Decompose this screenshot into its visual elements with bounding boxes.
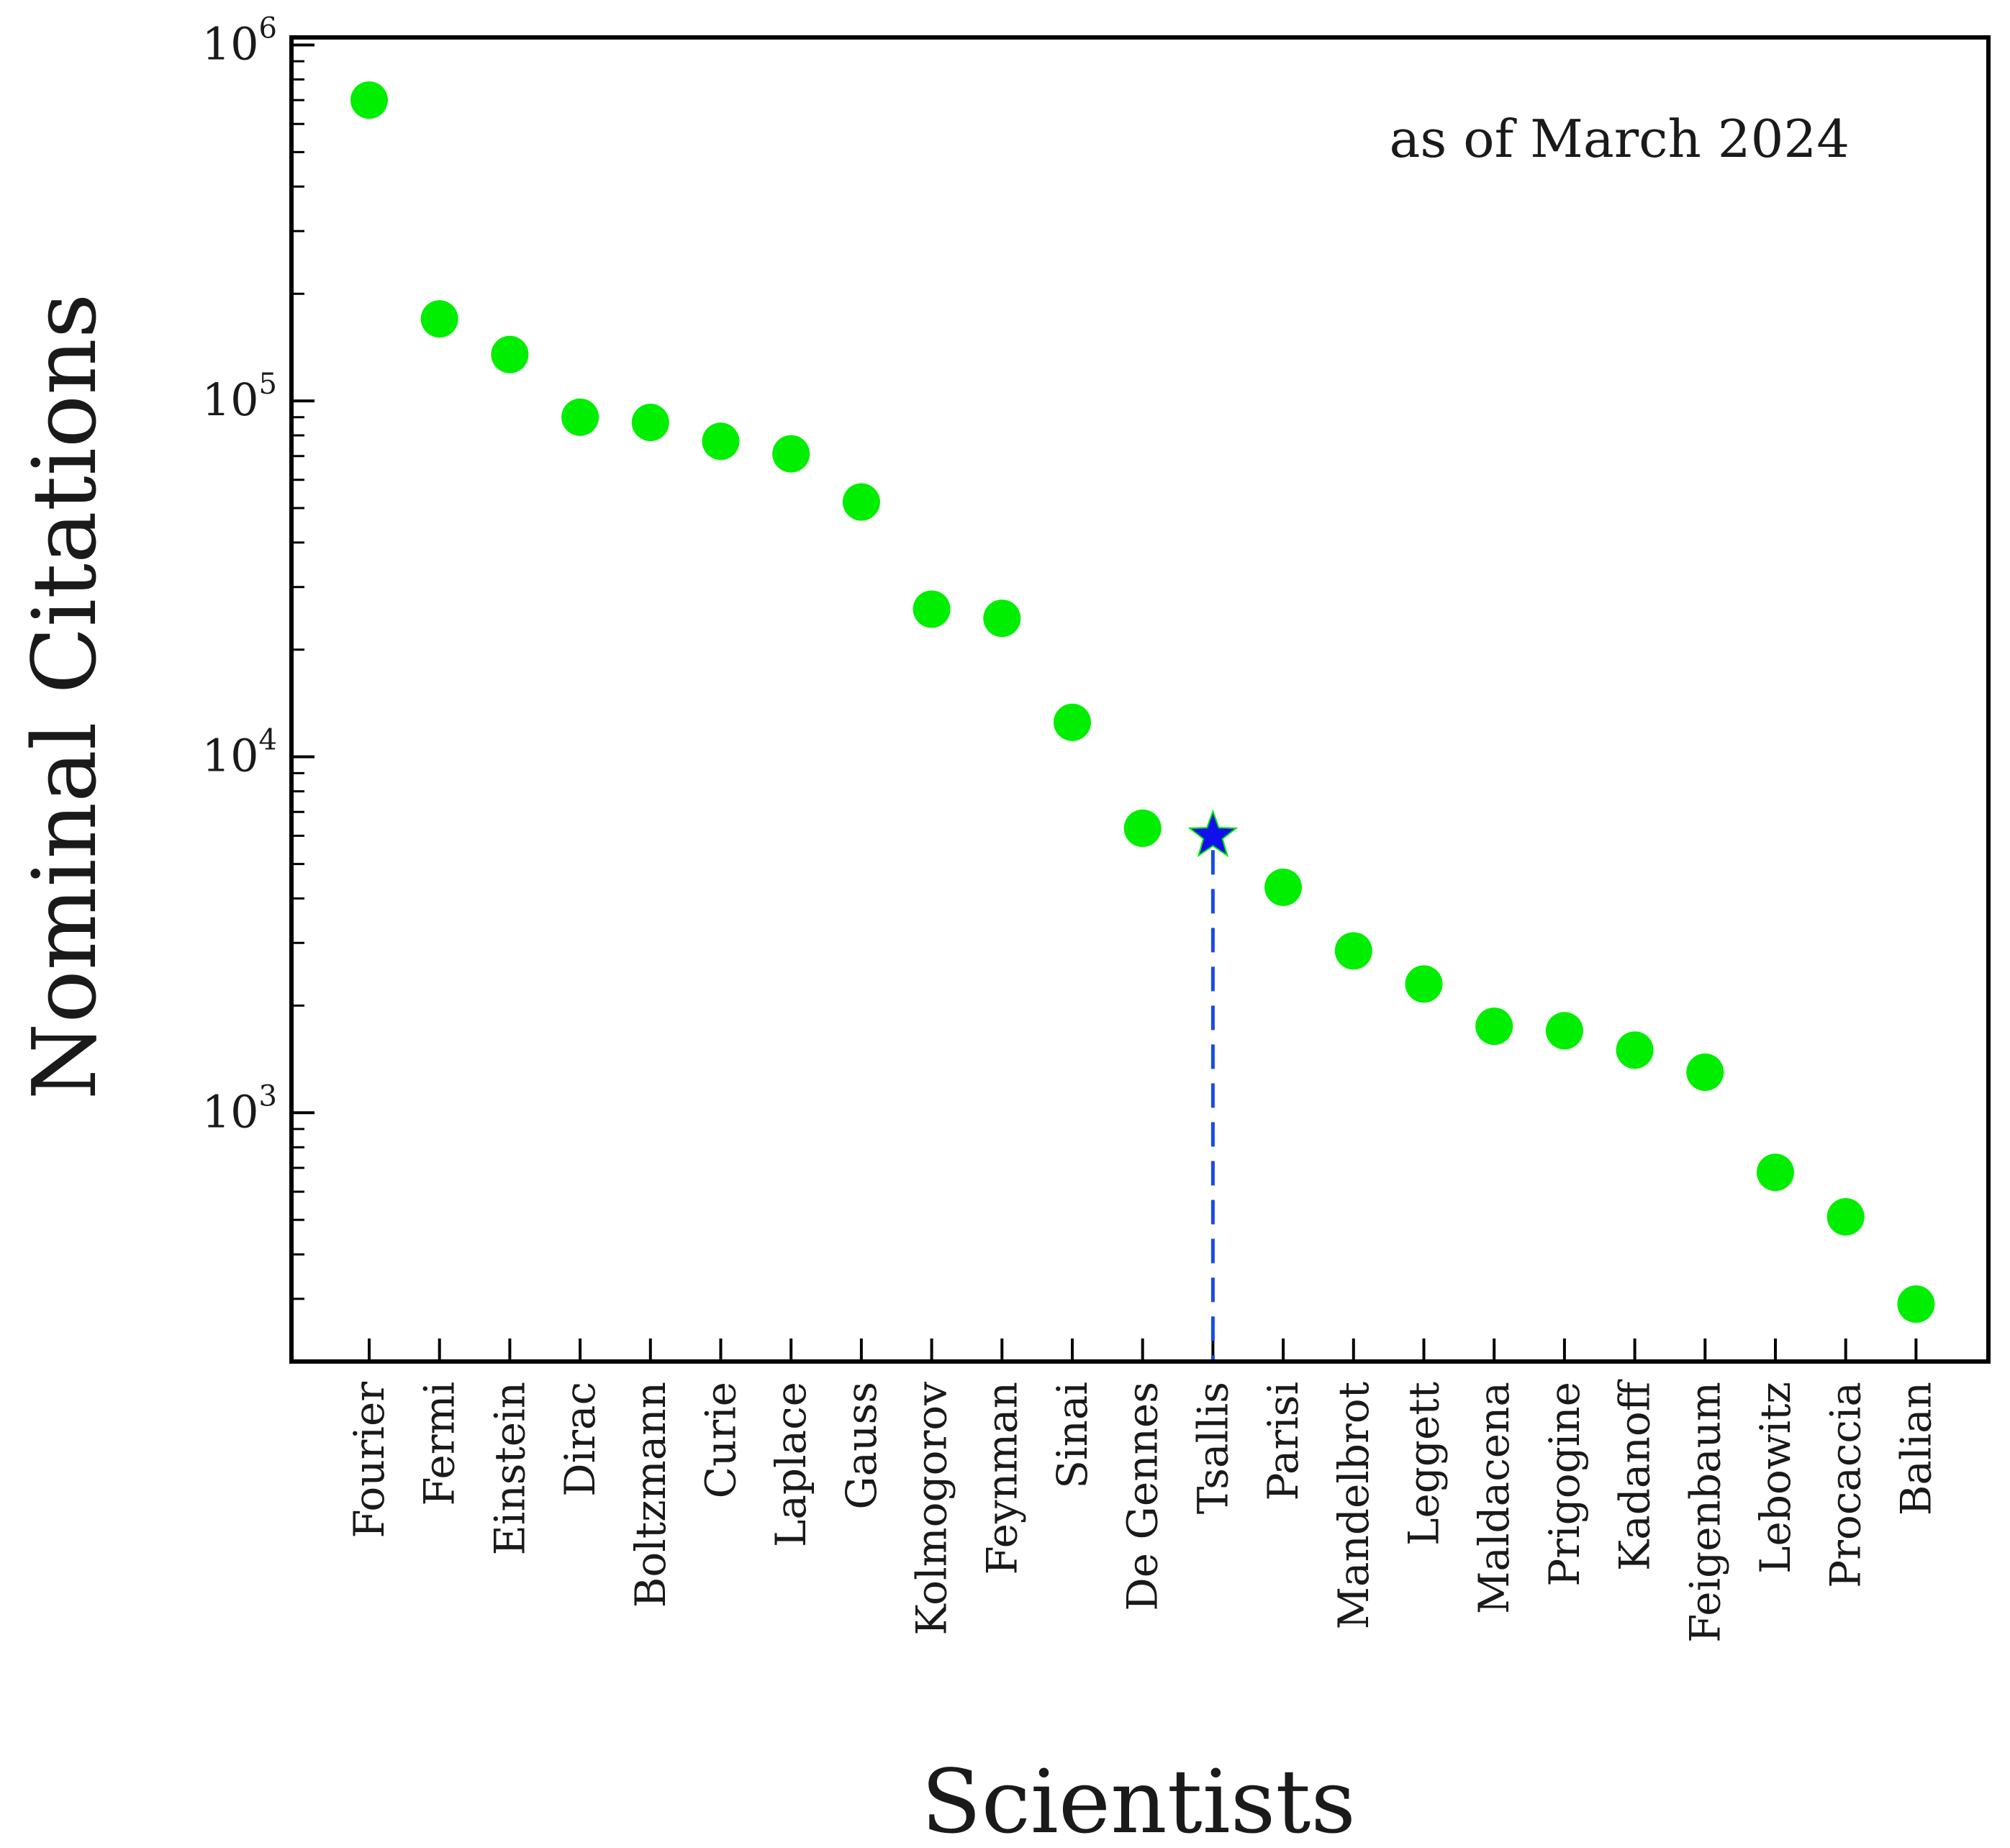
data-point [772, 435, 810, 473]
plot-frame [289, 35, 1991, 1364]
x-category-label: Kolmogorov [907, 1382, 956, 1636]
data-point [1475, 1007, 1513, 1046]
data-point [1405, 965, 1443, 1003]
data-point [1686, 1053, 1724, 1091]
x-category-label: Leggett [1400, 1382, 1449, 1546]
data-point [420, 300, 458, 338]
data-point [1545, 1012, 1583, 1050]
x-category-label: Mandelbrot [1329, 1382, 1378, 1629]
x-category-label: Procaccia [1821, 1382, 1870, 1588]
data-point [842, 483, 880, 521]
x-category-label: Gauss [837, 1382, 886, 1510]
data-point [913, 590, 951, 628]
data-point [702, 422, 740, 461]
data-point [1757, 1154, 1794, 1192]
data-point [1264, 868, 1303, 906]
data-point [561, 398, 599, 436]
data-point [491, 335, 529, 373]
x-category-label: Sinai [1048, 1382, 1097, 1489]
y-axis-title: Nominal Citations [14, 294, 116, 1100]
y-tick-label: 103 [202, 1079, 277, 1138]
x-category-label: Feynman [977, 1382, 1026, 1575]
data-point [983, 599, 1021, 638]
x-category-label: Feigenbaum [1680, 1382, 1729, 1643]
x-category-label: Lebowitz [1751, 1382, 1800, 1574]
y-tick-label: 106 [202, 12, 277, 70]
x-category-label: Maldacena [1470, 1382, 1518, 1614]
chart-annotation: as of March 2024 [1389, 109, 1850, 169]
x-category-label: Dirac [556, 1382, 605, 1497]
data-point [1616, 1031, 1654, 1069]
y-tick-label: 105 [202, 368, 277, 426]
data-point [1334, 932, 1372, 970]
data-point [1826, 1197, 1865, 1236]
x-category-label: Laplace [766, 1382, 815, 1547]
data-point [631, 403, 669, 441]
data-point [1054, 703, 1091, 741]
x-category-label: Prigogine [1540, 1382, 1589, 1587]
y-tick-label: 104 [202, 724, 277, 782]
x-category-label: Tsallis [1188, 1382, 1237, 1514]
x-category-label: De Gennes [1118, 1382, 1167, 1611]
x-category-label: Kadanoff [1611, 1379, 1660, 1571]
x-category-label: Boltzmann [626, 1382, 675, 1608]
x-category-label: Fermi [415, 1382, 464, 1506]
x-axis-title: Scientists [921, 1751, 1356, 1848]
data-point [350, 81, 388, 119]
x-category-label: Curie [697, 1382, 746, 1498]
x-category-label: Balian [1891, 1382, 1940, 1516]
x-category-label: Einstein [485, 1382, 534, 1556]
x-category-label: Fourier [345, 1382, 394, 1539]
data-point [1897, 1285, 1935, 1323]
data-point [1123, 809, 1162, 847]
x-category-label: Parisi [1259, 1382, 1308, 1501]
data-point-highlight-star [1187, 809, 1239, 858]
